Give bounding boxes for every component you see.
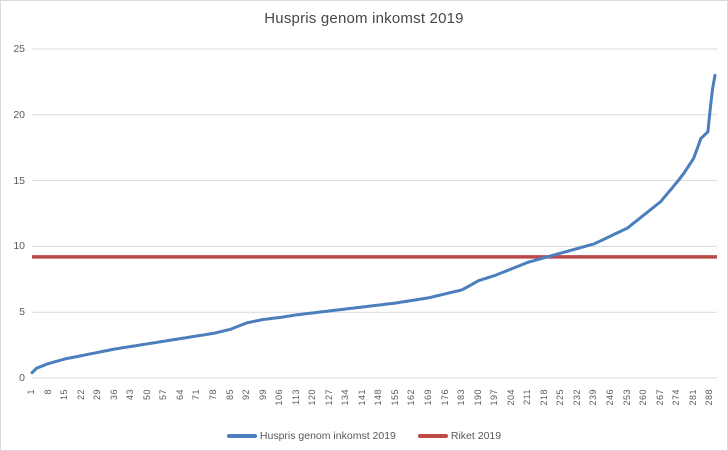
legend-item-huspris: Huspris genom inkomst 2019 [226, 430, 396, 442]
chart-title: Huspris genom inkomst 2019 [264, 10, 464, 27]
x-tick-label-99: 99 [257, 389, 268, 401]
x-tick-label-281: 281 [687, 389, 698, 406]
x-tick-label-8: 8 [42, 389, 53, 395]
x-tick-label-274: 274 [671, 389, 682, 406]
x-tick-label-162: 162 [406, 389, 417, 406]
x-tick-label-92: 92 [241, 389, 252, 401]
x-tick-label-148: 148 [373, 389, 384, 406]
legend-label-huspris: Huspris genom inkomst 2019 [259, 430, 396, 442]
x-tick-label-22: 22 [75, 389, 86, 401]
x-tick-label-1: 1 [26, 389, 36, 395]
x-tick-label-260: 260 [638, 389, 649, 406]
legend-item-riket: Riket 2019 [417, 430, 502, 442]
x-tick-label-288: 288 [704, 389, 715, 406]
x-tick-label-85: 85 [224, 389, 235, 401]
x-tick-label-141: 141 [356, 389, 367, 406]
x-tick-label-155: 155 [389, 389, 400, 406]
x-tick-label-127: 127 [323, 389, 334, 406]
x-tick-label-120: 120 [307, 389, 318, 406]
x-tick-label-218: 218 [538, 389, 549, 406]
y-tick-label-10: 10 [13, 240, 25, 253]
x-tick-label-190: 190 [472, 389, 483, 406]
legend-label-riket: Riket 2019 [450, 430, 502, 442]
x-tick-label-134: 134 [340, 389, 351, 406]
x-tick-label-225: 225 [555, 389, 566, 406]
x-tick-label-15: 15 [59, 389, 70, 401]
legend: Huspris genom inkomst 2019 Riket 2019 [1, 430, 727, 442]
x-tick-label-232: 232 [571, 389, 582, 406]
x-tick-label-106: 106 [274, 389, 285, 406]
x-tick-label-253: 253 [621, 389, 632, 406]
x-tick-label-113: 113 [290, 389, 301, 405]
x-tick-label-204: 204 [505, 389, 516, 406]
x-tick-label-64: 64 [174, 389, 185, 401]
x-tick-label-29: 29 [92, 389, 103, 401]
x-tick-label-78: 78 [207, 389, 218, 401]
y-tick-label-25: 25 [13, 43, 25, 55]
y-tick-label-5: 5 [19, 306, 25, 319]
x-tick-label-57: 57 [158, 389, 169, 401]
y-tick-label-20: 20 [13, 108, 25, 121]
x-tick-label-267: 267 [654, 389, 665, 406]
x-tick-label-43: 43 [125, 389, 136, 401]
x-tick-label-71: 71 [191, 389, 202, 401]
x-tick-label-197: 197 [489, 389, 500, 406]
x-tick-label-211: 211 [522, 389, 533, 405]
y-tick-label-0: 0 [19, 372, 25, 384]
y-tick-label-15: 15 [13, 174, 25, 187]
x-tick-label-239: 239 [588, 389, 599, 406]
huspris-line-swatch [226, 434, 257, 438]
x-tick-label-246: 246 [605, 389, 615, 406]
riket-line-swatch [417, 434, 448, 438]
huspris-series-line [30, 73, 717, 375]
x-tick-label-50: 50 [141, 389, 152, 401]
x-tick-label-169: 169 [423, 389, 434, 406]
x-tick-label-36: 36 [108, 389, 119, 401]
x-tick-label-183: 183 [456, 389, 467, 406]
x-tick-label-176: 176 [439, 389, 450, 406]
